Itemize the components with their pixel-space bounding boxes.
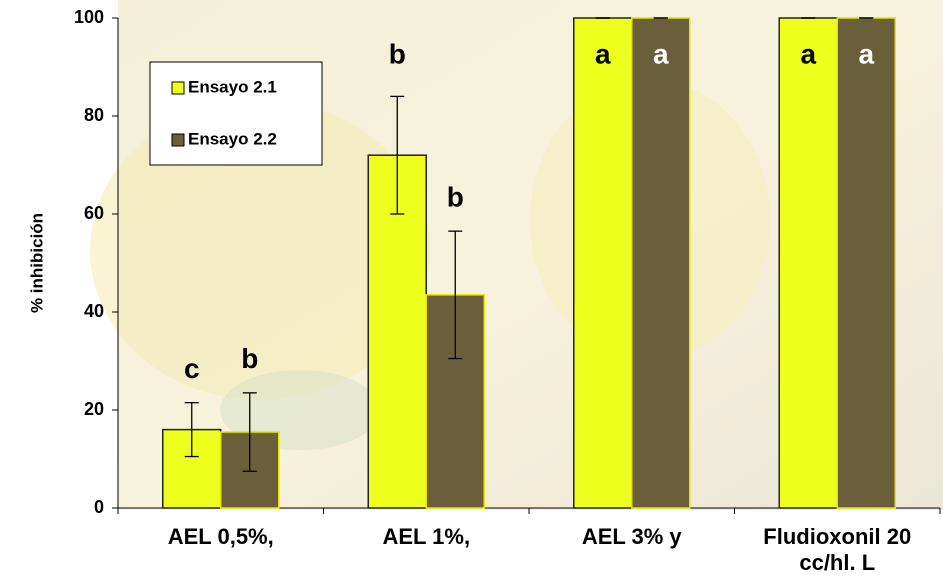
- bar: [573, 17, 633, 509]
- significance-letter: b: [447, 182, 464, 213]
- background-lemon: [90, 100, 430, 400]
- legend-label: Ensayo 2.1: [188, 77, 277, 96]
- bar: [778, 17, 838, 509]
- legend-swatch: [171, 81, 185, 95]
- legend-box: [149, 61, 323, 166]
- x-tick-label: AEL 0,5%,: [167, 524, 274, 549]
- y-tick-label: 40: [84, 301, 104, 321]
- significance-letter: a: [858, 38, 874, 69]
- significance-letter: b: [389, 38, 406, 69]
- legend-label: Ensayo 2.2: [188, 129, 277, 148]
- significance-letter: b: [241, 343, 258, 374]
- bar: [836, 17, 896, 509]
- background-leaf: [220, 370, 380, 450]
- significance-letter: c: [184, 353, 200, 384]
- y-tick-label: 0: [94, 497, 104, 517]
- y-tick-label: 60: [84, 203, 104, 223]
- legend-swatch: [171, 133, 185, 147]
- significance-letter: a: [595, 38, 611, 69]
- y-axis-label: % inhibición: [27, 213, 46, 313]
- y-tick-label: 20: [84, 399, 104, 419]
- x-tick-label: AEL 3% y: [581, 524, 682, 549]
- bar: [631, 17, 691, 509]
- y-tick-label: 80: [84, 105, 104, 125]
- x-tick-label: Fludioxonil 20 cc/hl. L: [763, 524, 912, 575]
- x-tick-label: AEL 1%,: [382, 524, 471, 549]
- y-tick-label: 100: [74, 7, 104, 27]
- significance-letter: a: [800, 38, 816, 69]
- significance-letter: a: [653, 38, 669, 69]
- legend: Ensayo 2.1 Ensayo 2.2: [149, 61, 323, 166]
